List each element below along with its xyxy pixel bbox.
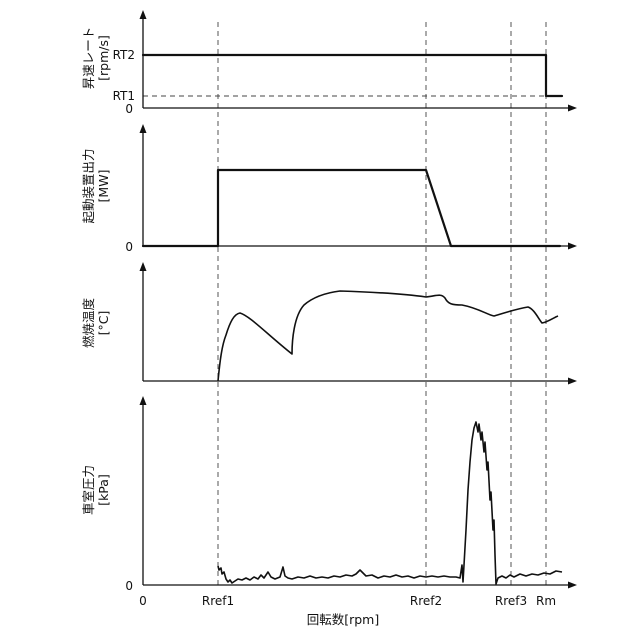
combustion-temperature-curve (218, 291, 558, 381)
y-axis-unit: [MW] (96, 170, 111, 203)
panel-ramp-rate: RT2 RT1 0 昇速レート [rpm/s] (81, 10, 577, 116)
x-axis-arrow-icon (568, 105, 577, 112)
x-tick-rref2: Rref2 (410, 594, 442, 608)
y-axis-unit: [rpm/s] (96, 35, 111, 81)
x-axis-labels: 0 Rref1 Rref2 Rref3 Rm 回転数[rpm] (139, 594, 556, 627)
y-tick-rt2: RT2 (113, 48, 135, 62)
x-tick-rm: Rm (536, 594, 556, 608)
x-tick-rref3: Rref3 (495, 594, 527, 608)
y-axis-label: 燃焼温度 (81, 298, 96, 349)
ramp-rate-curve (143, 55, 562, 96)
y-axis-arrow-icon (140, 124, 147, 133)
y-tick-rt1: RT1 (113, 89, 135, 103)
x-axis-title: 回転数[rpm] (307, 612, 380, 627)
x-tick-rref1: Rref1 (202, 594, 234, 608)
x-axis-arrow-icon (568, 378, 577, 385)
y-axis-unit: [kPa] (96, 474, 111, 506)
panel-starter-output: 0 起動装置出力 [MW] (81, 124, 577, 254)
x-axis-arrow-icon (568, 582, 577, 589)
y-axis-arrow-icon (140, 10, 147, 19)
y-axis-label: 昇速レート (81, 27, 96, 90)
y-tick-zero: 0 (125, 579, 133, 593)
y-axis-label: 起動装置出力 (81, 148, 96, 223)
y-tick-zero: 0 (125, 102, 133, 116)
y-axis-arrow-icon (140, 262, 147, 271)
y-tick-zero: 0 (125, 240, 133, 254)
panel-combustion-temperature: 燃焼温度 [°C] (81, 262, 577, 385)
chamber-pressure-curve (218, 422, 562, 584)
y-axis-label: 車室圧力 (81, 465, 96, 515)
x-axis-arrow-icon (568, 243, 577, 250)
starter-output-curve (143, 170, 560, 246)
y-axis-unit: [°C] (96, 311, 111, 336)
y-axis-arrow-icon (140, 396, 147, 405)
panel-chamber-pressure: 0 車室圧力 [kPa] (81, 396, 577, 593)
x-tick-origin: 0 (139, 594, 147, 608)
reference-lines (143, 22, 560, 586)
